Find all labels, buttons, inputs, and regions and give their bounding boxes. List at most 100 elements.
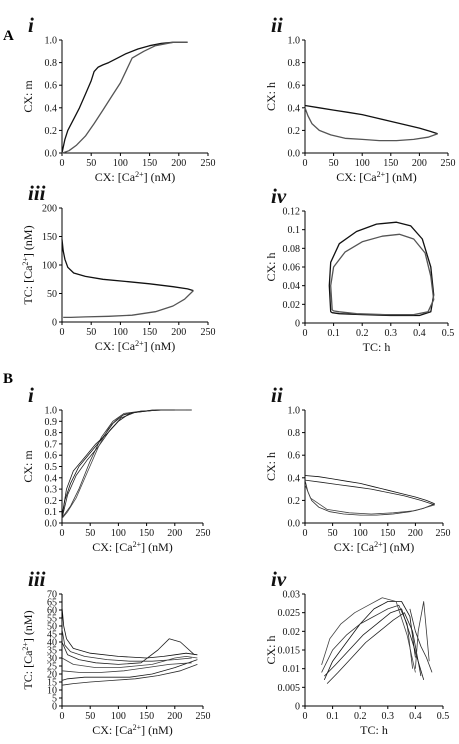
x-tick-label: 50	[85, 528, 95, 539]
y-tick-label: 45	[47, 630, 57, 641]
panel-label: ii	[271, 13, 283, 37]
x-tick-label: 0.3	[382, 711, 395, 722]
x-tick-label: 200	[167, 711, 182, 722]
x-tick-label: 0.3	[385, 328, 398, 339]
y-axis-label: CX: m	[21, 80, 35, 113]
y-tick-label: 65	[47, 598, 57, 609]
y-tick-label: 70	[47, 590, 57, 601]
y-tick-label: 0.2	[45, 496, 58, 507]
series-line	[409, 608, 433, 673]
y-tick-label: 200	[42, 204, 57, 215]
x-tick-label: 200	[171, 158, 186, 169]
x-tick-label: 0.4	[413, 328, 426, 339]
y-tick-label: 0.6	[288, 451, 301, 462]
series-line	[61, 606, 198, 659]
series-line	[61, 41, 188, 154]
x-tick-label: 250	[441, 158, 456, 169]
panel-label: iv	[271, 184, 287, 208]
chart-a-ii: 0 50 100 150 200 250 0.0 0.2 0.4 0.6 0.8 1.0 CX: [Ca…	[264, 13, 456, 184]
panel-label: iii	[28, 181, 46, 205]
x-tick-label: 0	[303, 711, 308, 722]
x-tick-label: 0	[303, 158, 308, 169]
y-tick-label: 0.4	[45, 473, 58, 484]
x-tick-label: 250	[201, 158, 216, 169]
y-tick-label: 0.2	[288, 496, 301, 507]
y-tick-label: 0.0	[288, 519, 301, 530]
x-tick-label: 100	[353, 528, 368, 539]
x-tick-label: 200	[408, 528, 423, 539]
y-tick-label: 0.06	[283, 263, 301, 274]
y-tick-label: 0.4	[288, 103, 301, 114]
series-line	[61, 409, 175, 517]
y-tick-label: 0.1	[45, 507, 58, 518]
y-tick-label: 30	[47, 654, 57, 665]
x-tick-label: 150	[142, 327, 157, 338]
x-tick-label: 150	[139, 528, 154, 539]
y-tick-label: 100	[42, 261, 57, 272]
x-tick-label: 200	[167, 528, 182, 539]
series-line	[61, 239, 194, 292]
y-axis-label: TC: [Ca2+] (nM)	[21, 225, 36, 304]
y-tick-label: 0.025	[278, 608, 301, 619]
y-tick-label: 55	[47, 614, 57, 625]
y-tick-label: 50	[47, 622, 57, 633]
y-tick-label: 0.8	[45, 428, 58, 439]
y-tick-label: 10	[47, 686, 57, 697]
x-tick-label: 50	[86, 327, 96, 338]
series-line	[321, 597, 416, 673]
series-line	[304, 104, 438, 135]
series-line	[328, 221, 435, 317]
x-tick-label: 250	[201, 327, 216, 338]
chart-b-ii: 0 50 100 150 200 250 0.0 0.2 0.4 0.6 0.8 1.0 CX: [Ca…	[264, 383, 451, 554]
panel-label: i	[28, 13, 34, 37]
x-tick-label: 150	[383, 158, 398, 169]
y-tick-label: 15	[47, 678, 57, 689]
y-tick-label: 0.2	[45, 126, 58, 137]
series-line	[61, 664, 198, 686]
y-tick-label: 0.8	[288, 58, 301, 69]
x-axis-label: CX: [Ca2+] (nM)	[92, 723, 173, 738]
panel-label: ii	[271, 383, 283, 407]
x-tick-label: 0.4	[409, 711, 422, 722]
series-line	[61, 662, 192, 673]
x-axis-label: TC: h	[360, 723, 388, 737]
x-tick-label: 250	[436, 528, 451, 539]
y-axis-label: CX: m	[21, 450, 35, 483]
y-tick-label: 0.6	[45, 451, 58, 462]
x-tick-label: 100	[355, 158, 370, 169]
panel-label: iv	[271, 567, 287, 591]
x-tick-label: 0	[303, 528, 308, 539]
y-axis-label: CX: h	[264, 252, 278, 281]
y-tick-label: 1.0	[288, 36, 301, 47]
x-tick-label: 50	[86, 158, 96, 169]
chart-b-i: 0 50 100 150 200 2500.00.10.20.30.40.50.60.70…	[21, 383, 211, 554]
x-tick-label: 100	[113, 158, 128, 169]
series-line	[61, 629, 192, 662]
y-tick-label: 0.3	[45, 485, 58, 496]
chart-a-iv: 0 0.1 0.2 0.3 0.4 0.5 0 0.02 0.04 0.06 0.08 0.1 0.12…	[264, 184, 454, 354]
y-tick-label: 0.0	[45, 149, 58, 160]
y-tick-label: 1.0	[45, 406, 58, 417]
x-axis-label: CX: [Ca2+] (nM)	[95, 170, 176, 185]
y-tick-label: 5	[52, 694, 57, 705]
x-tick-label: 250	[196, 528, 211, 539]
y-tick-label: 0.03	[283, 590, 301, 601]
series-line	[61, 41, 188, 154]
y-tick-label: 60	[47, 606, 57, 617]
series-line	[326, 612, 422, 684]
x-tick-label: 0	[303, 328, 308, 339]
y-tick-label: 0.02	[283, 627, 301, 638]
y-tick-label: 20	[47, 670, 57, 681]
y-tick-label: 0.1	[288, 225, 301, 236]
y-tick-label: 50	[47, 289, 57, 300]
x-tick-label: 50	[85, 711, 95, 722]
x-axis-label: CX: [Ca2+] (nM)	[95, 339, 176, 354]
y-tick-label: 35	[47, 646, 57, 657]
x-axis-label: CX: [Ca2+] (nM)	[334, 540, 415, 555]
x-tick-label: 0.2	[354, 711, 367, 722]
x-axis-label: TC: h	[363, 340, 391, 354]
y-tick-label: 0.7	[45, 439, 58, 450]
x-tick-label: 50	[328, 528, 338, 539]
series-line	[304, 480, 435, 516]
